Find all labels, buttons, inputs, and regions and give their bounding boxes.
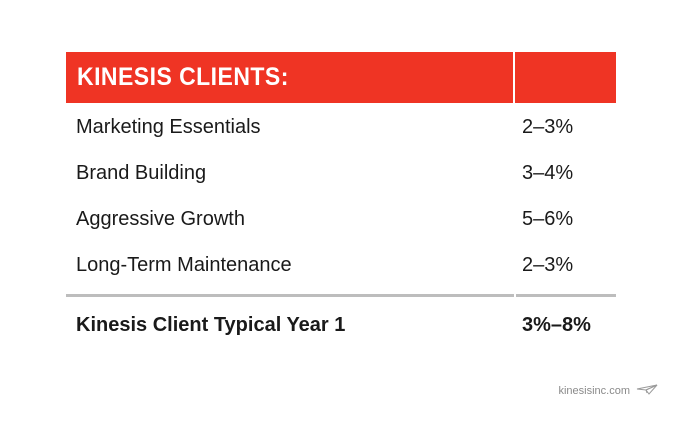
divider-right xyxy=(516,294,616,297)
table-rows: Marketing Essentials 2–3% Brand Building… xyxy=(66,103,616,288)
table-row: Brand Building 3–4% xyxy=(66,150,616,196)
kinesis-clients-table: KINESIS CLIENTS: Marketing Essentials 2–… xyxy=(66,52,616,353)
row-label: Brand Building xyxy=(76,161,207,184)
table-row: Long-Term Maintenance 2–3% xyxy=(66,242,616,288)
table-header-title: KINESIS CLIENTS: xyxy=(77,63,289,91)
header-divider xyxy=(513,52,515,103)
row-label: Aggressive Growth xyxy=(76,207,245,230)
row-label: Marketing Essentials xyxy=(76,115,261,138)
row-value: 3–4% xyxy=(522,161,574,184)
total-row: Kinesis Client Typical Year 1 3%–8% xyxy=(66,297,616,353)
footer-text: kinesisinc.com xyxy=(558,385,630,397)
divider-left xyxy=(66,294,514,297)
total-divider xyxy=(66,294,616,297)
footer-credit: kinesisinc.com xyxy=(558,384,658,398)
table-row: Marketing Essentials 2–3% xyxy=(66,104,616,150)
table-row: Aggressive Growth 5–6% xyxy=(66,196,616,242)
row-value: 5–6% xyxy=(522,207,574,230)
row-value: 2–3% xyxy=(522,253,574,276)
row-label: Long-Term Maintenance xyxy=(76,253,292,276)
paper-plane-icon xyxy=(636,384,658,398)
row-value: 2–3% xyxy=(522,115,574,138)
total-label: Kinesis Client Typical Year 1 xyxy=(76,313,346,336)
total-value: 3%–8% xyxy=(522,313,591,336)
table-header: KINESIS CLIENTS: xyxy=(66,52,616,103)
